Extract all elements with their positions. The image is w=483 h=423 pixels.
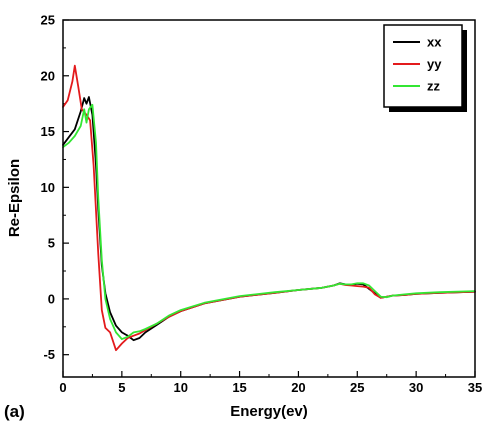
legend-label-xx: xx: [427, 35, 442, 50]
plot-frame: [62, 19, 476, 378]
x-tick-label: 30: [409, 380, 423, 395]
y-tick-label: -5: [43, 347, 55, 362]
x-tick-label: 20: [291, 380, 305, 395]
y-tick-label: 15: [41, 124, 55, 139]
series-line-yy: [62, 64, 476, 352]
series-line-zz: [62, 103, 476, 341]
y-tick-label: 0: [48, 291, 55, 306]
x-tick-label: 25: [350, 380, 364, 395]
y-tick-label: 10: [41, 180, 55, 195]
y-axis-label: Re-Epsilon: [6, 159, 23, 237]
x-tick-label: 35: [468, 380, 482, 395]
tick-labels: 0 5 10 15 20 25 30 35 -5 0 5 10 15 20 25: [41, 13, 483, 396]
legend: xx yy zz: [383, 24, 467, 112]
legend-label-zz: zz: [427, 79, 441, 94]
series-lines: [62, 64, 476, 352]
x-axis-label: Energy(ev): [230, 403, 308, 420]
legend-label-yy: yy: [427, 57, 442, 72]
x-tick-label: 0: [59, 380, 66, 395]
panel-label: (a): [4, 402, 25, 421]
x-tick-label: 15: [232, 380, 246, 395]
x-tick-label: 10: [173, 380, 187, 395]
legend-box: [383, 24, 463, 108]
y-tick-label: 25: [41, 13, 55, 28]
x-tick-label: 5: [118, 380, 125, 395]
y-tick-label: 20: [41, 68, 55, 83]
y-tick-label: 5: [48, 236, 55, 251]
